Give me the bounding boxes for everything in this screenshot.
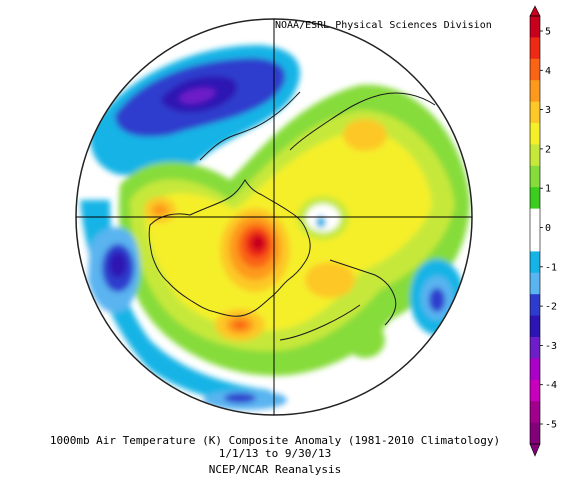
colorbar-block xyxy=(530,230,540,252)
colorbar-block xyxy=(530,315,540,338)
colorbar-block xyxy=(530,187,540,210)
colorbar: 5 4 3 2 1 0 -1 -2 -3 -4 -5 xyxy=(529,5,557,457)
colorbar-tick-label: 0 xyxy=(545,223,551,234)
colorbar-tick-label: -3 xyxy=(545,341,557,352)
colorbar-block xyxy=(530,272,540,295)
colorbar-block xyxy=(530,208,540,231)
colorbar-block xyxy=(530,379,540,402)
colorbar-block xyxy=(530,37,540,60)
colorbar-block xyxy=(530,294,540,317)
colorbar-tick-label: 4 xyxy=(545,66,551,77)
colorbar-block xyxy=(530,337,540,359)
colorbar-tick-label: -2 xyxy=(545,302,557,313)
caption-title: 1000mb Air Temperature (K) Composite Ano… xyxy=(49,434,501,447)
credit-label: NOAA/ESRL Physical Sciences Division xyxy=(275,20,492,31)
colorbar-tick-label: 2 xyxy=(545,144,551,155)
colorbar-block xyxy=(530,123,540,145)
colorbar-max-arrow xyxy=(529,5,541,17)
caption-dates: 1/1/13 to 9/30/13 xyxy=(218,447,332,460)
colorbar-min-arrow xyxy=(529,443,541,457)
colorbar-block xyxy=(530,358,540,381)
colorbar-block xyxy=(530,401,540,424)
colorbar-block xyxy=(530,144,540,167)
colorbar-tick-label: -4 xyxy=(545,380,557,391)
colorbar-block xyxy=(530,422,540,445)
colorbar-block xyxy=(530,80,540,103)
caption-source: NCEP/NCAR Reanalysis xyxy=(208,463,342,476)
coastlines xyxy=(148,91,436,341)
colorbar-block xyxy=(530,16,540,38)
colorbar-tick-label: -5 xyxy=(545,420,557,431)
colorbar-block xyxy=(530,101,540,124)
colorbar-tick-label: 5 xyxy=(545,27,551,38)
colorbar-block xyxy=(530,251,540,274)
colorbar-block xyxy=(530,165,540,188)
colorbar-frame xyxy=(529,15,541,445)
colorbar-ticks: 5 4 3 2 1 0 -1 -2 -3 -4 -5 xyxy=(540,27,557,431)
colorbar-tick-label: 3 xyxy=(545,105,551,116)
colorbar-tick-label: -1 xyxy=(545,262,557,273)
colorbar-block xyxy=(530,58,540,81)
colorbar-tick-label: 1 xyxy=(545,184,551,195)
colorbar-blocks xyxy=(529,5,541,457)
anomaly-field xyxy=(76,19,472,415)
